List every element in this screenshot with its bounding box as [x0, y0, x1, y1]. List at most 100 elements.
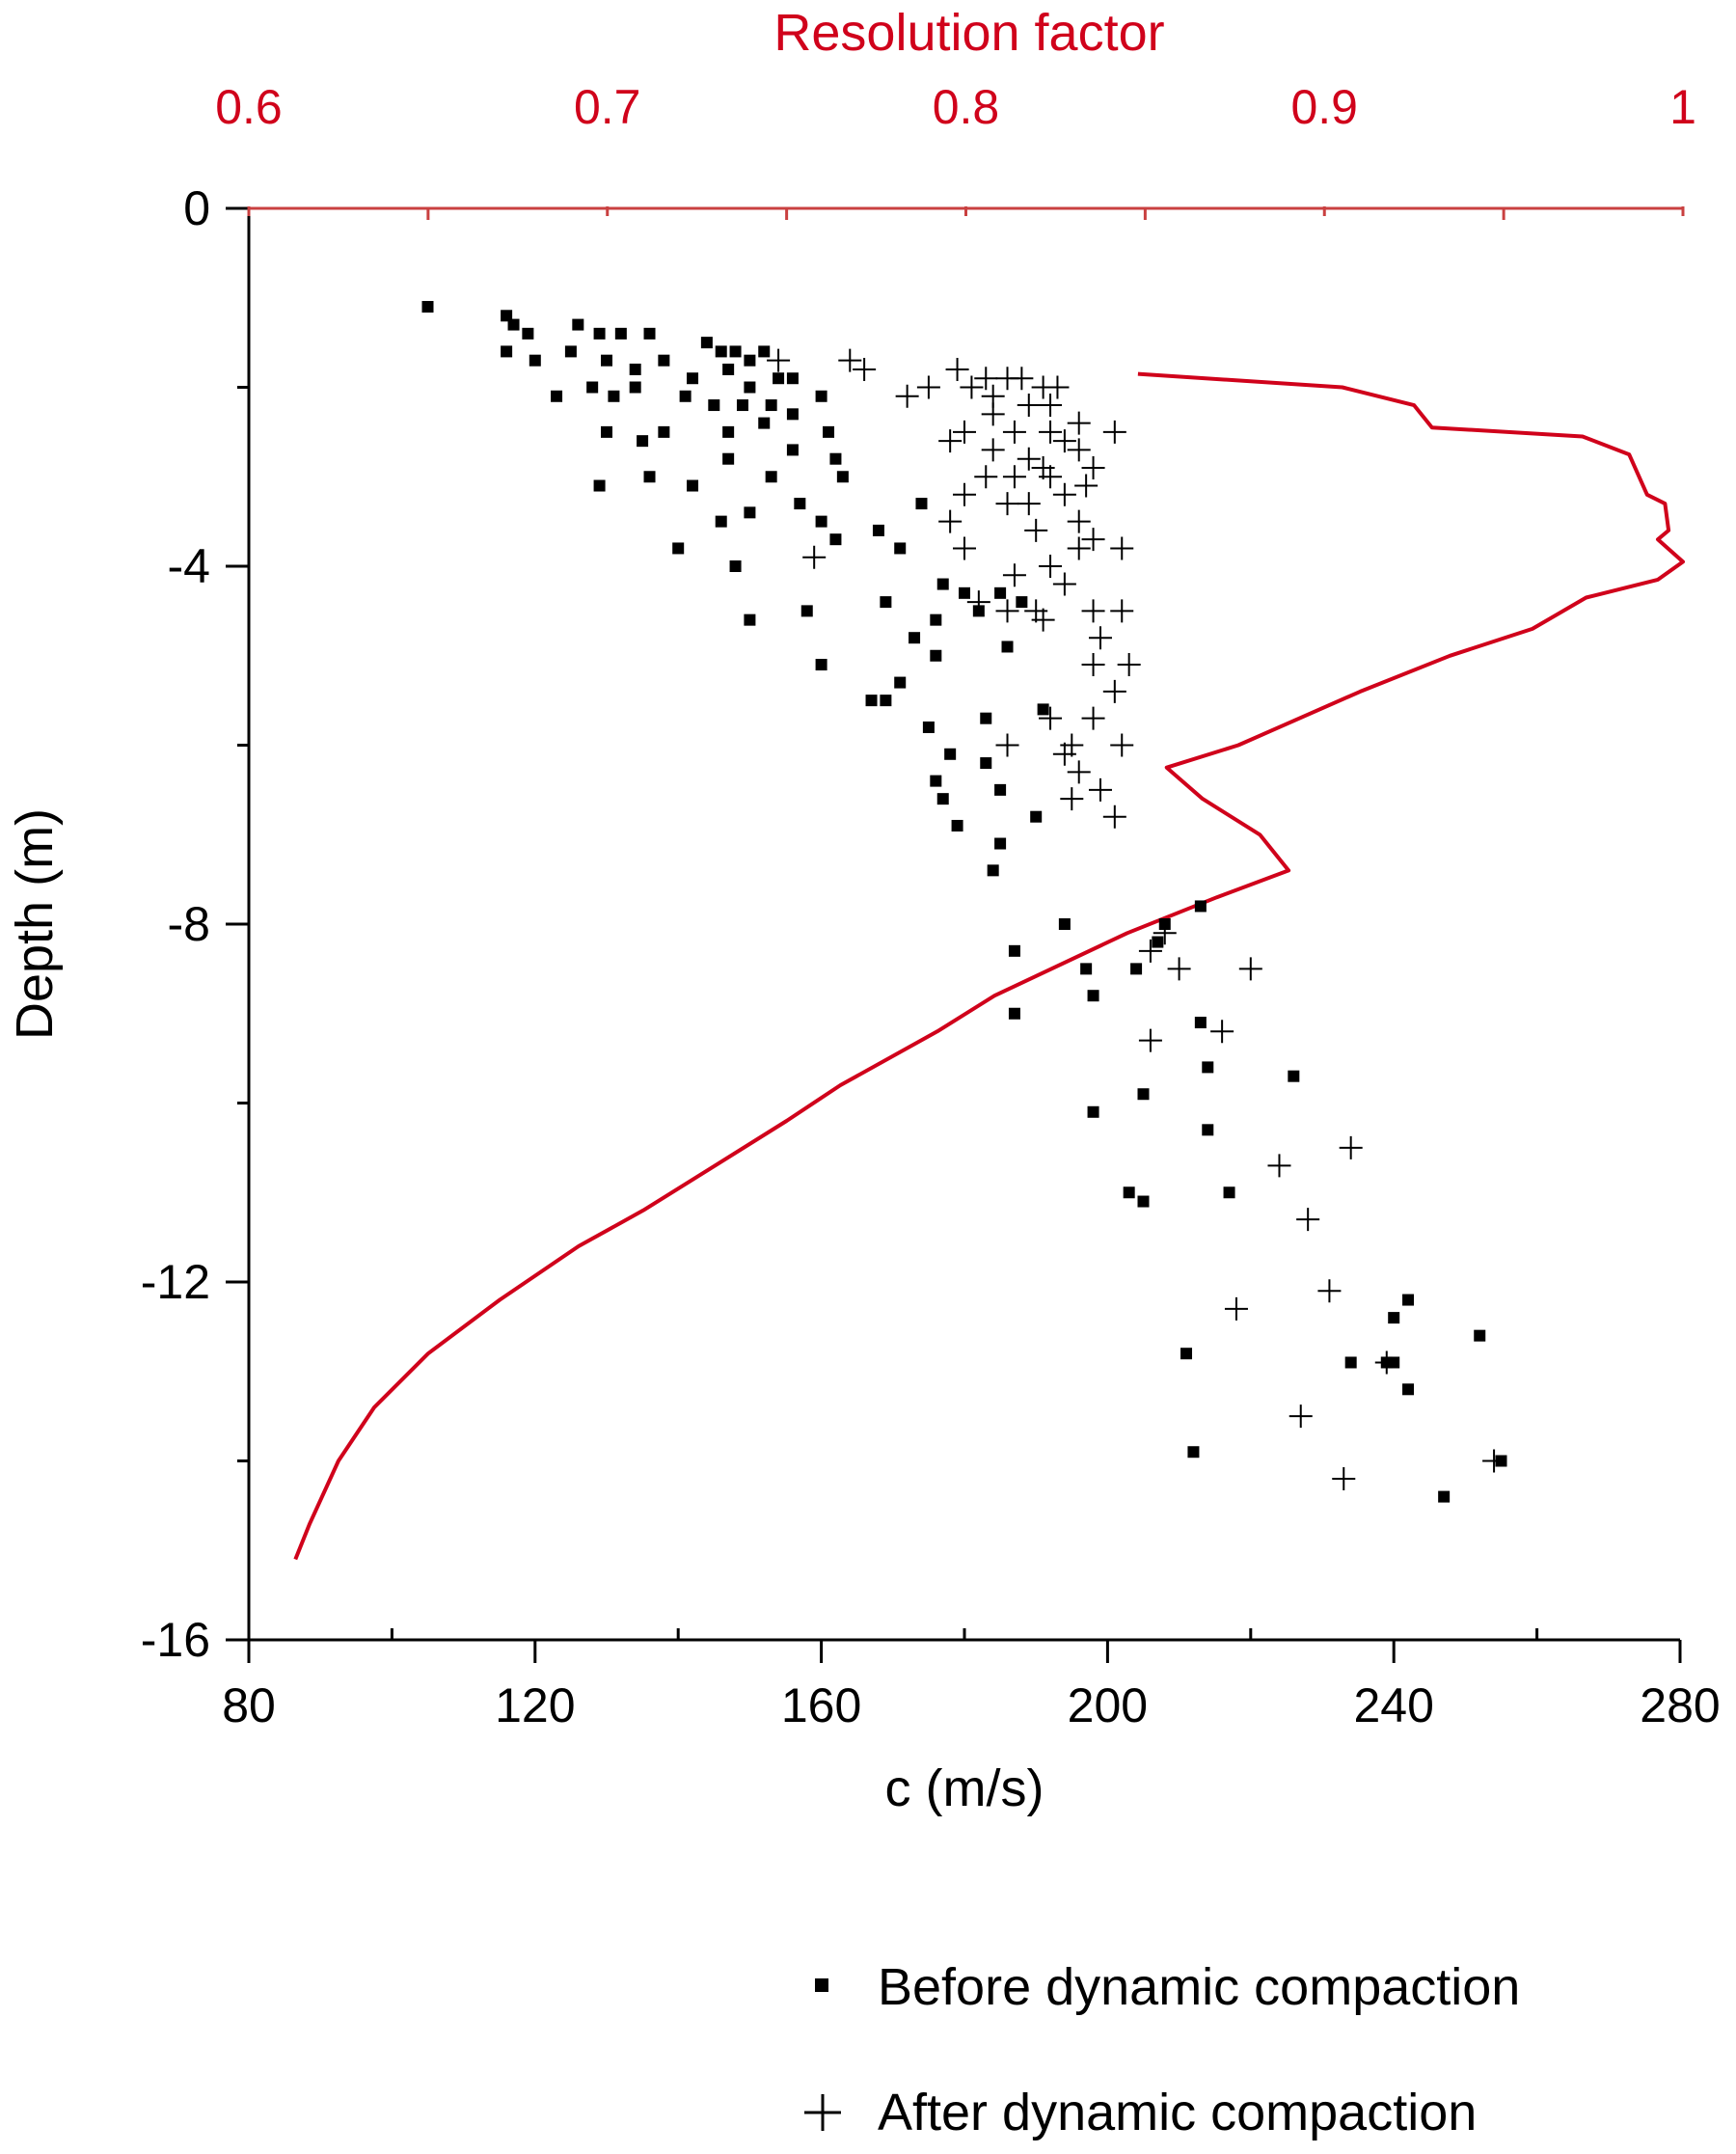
- y-axis-title: Depth (m): [6, 808, 64, 1040]
- before-point: [1016, 596, 1028, 609]
- after-point: [1138, 1028, 1162, 1052]
- before-point: [729, 560, 742, 572]
- before-point: [1152, 936, 1164, 948]
- before-point: [1180, 1348, 1193, 1360]
- before-point: [994, 837, 1007, 850]
- after-point: [1102, 420, 1126, 444]
- before-point: [865, 695, 878, 707]
- before-point: [1001, 641, 1014, 653]
- before-point: [1087, 990, 1099, 1002]
- after-point: [1067, 509, 1091, 533]
- x-tick-label: 80: [222, 1678, 276, 1732]
- before-point: [643, 471, 656, 483]
- before-point: [758, 417, 771, 429]
- after-point: [953, 482, 976, 506]
- before-point: [637, 435, 649, 448]
- before-point: [786, 444, 799, 456]
- after-point: [1039, 465, 1063, 489]
- after-point: [1039, 706, 1063, 730]
- before-point: [658, 425, 670, 438]
- before-point: [658, 354, 670, 367]
- after-point: [916, 375, 940, 399]
- after-point: [1024, 518, 1048, 542]
- before-point: [744, 381, 756, 394]
- before-point: [507, 318, 520, 331]
- after-point: [974, 465, 998, 489]
- after-point: [981, 402, 1005, 426]
- before-point: [922, 721, 935, 733]
- before-point: [930, 775, 942, 787]
- before-point: [593, 327, 606, 340]
- before-point: [980, 757, 992, 770]
- before-point: [729, 345, 742, 358]
- after-point: [1374, 1350, 1398, 1375]
- after-point: [1081, 653, 1105, 677]
- before-compaction-series: [421, 301, 1507, 1503]
- after-point: [1052, 742, 1076, 766]
- before-point: [551, 390, 563, 402]
- legend: Before dynamic compaction After dynamic …: [804, 1958, 1520, 2141]
- after-point: [1138, 939, 1162, 963]
- top-axis-ticks: 0.6 0.7 0.8 0.9 1: [215, 80, 1696, 220]
- before-point: [880, 596, 892, 609]
- before-point: [936, 793, 949, 805]
- x-axis-title: c (m/s): [885, 1759, 1044, 1817]
- after-point: [1332, 1467, 1356, 1491]
- before-point: [815, 659, 827, 671]
- after-point: [1052, 572, 1076, 596]
- before-point: [1438, 1490, 1451, 1503]
- before-point: [1194, 1017, 1207, 1029]
- before-point: [909, 632, 921, 644]
- after-point: [1081, 706, 1105, 730]
- before-point: [421, 301, 434, 314]
- after-point: [974, 367, 998, 391]
- before-point: [959, 586, 970, 599]
- after-point: [1067, 760, 1091, 784]
- after-point: [1039, 394, 1063, 418]
- after-point: [1102, 679, 1126, 703]
- after-point: [1482, 1449, 1506, 1473]
- before-point: [608, 390, 620, 402]
- before-point: [715, 345, 727, 358]
- resolution-factor-series: [293, 371, 1685, 1561]
- before-point: [936, 578, 949, 590]
- after-point: [1017, 394, 1041, 418]
- after-point: [1002, 465, 1026, 489]
- after-point: [1110, 536, 1134, 560]
- x-tick-label: 280: [1640, 1678, 1720, 1732]
- after-point: [1153, 921, 1177, 945]
- before-point: [1008, 1007, 1020, 1020]
- after-point: [938, 429, 963, 453]
- top-tick-label: 0.6: [215, 80, 283, 134]
- after-point: [1031, 608, 1055, 632]
- after-point: [1317, 1279, 1342, 1303]
- after-point: [1045, 375, 1070, 399]
- before-point: [744, 354, 756, 367]
- before-point: [794, 498, 806, 510]
- y-tick-label: -12: [141, 1255, 210, 1309]
- after-point: [1039, 555, 1063, 578]
- after-point: [1002, 563, 1026, 587]
- after-point: [966, 590, 990, 614]
- y-tick-label: 0: [183, 181, 210, 235]
- top-tick-label: 0.8: [933, 80, 1000, 134]
- before-point: [501, 345, 513, 358]
- before-point: [894, 676, 907, 689]
- after-point: [1088, 777, 1112, 802]
- before-point: [1194, 900, 1207, 913]
- before-point: [930, 613, 942, 626]
- before-point: [722, 425, 735, 438]
- after-point: [1210, 1020, 1234, 1044]
- before-point: [529, 354, 541, 367]
- after-point: [1167, 957, 1191, 981]
- after-point: [1267, 1154, 1291, 1178]
- after-point: [1110, 599, 1134, 623]
- before-point: [1030, 810, 1043, 823]
- after-point: [995, 599, 1019, 623]
- x-tick-label: 200: [1068, 1678, 1148, 1732]
- after-point: [895, 384, 919, 408]
- before-point: [687, 372, 699, 385]
- after-point: [1081, 455, 1105, 479]
- before-point: [700, 337, 713, 349]
